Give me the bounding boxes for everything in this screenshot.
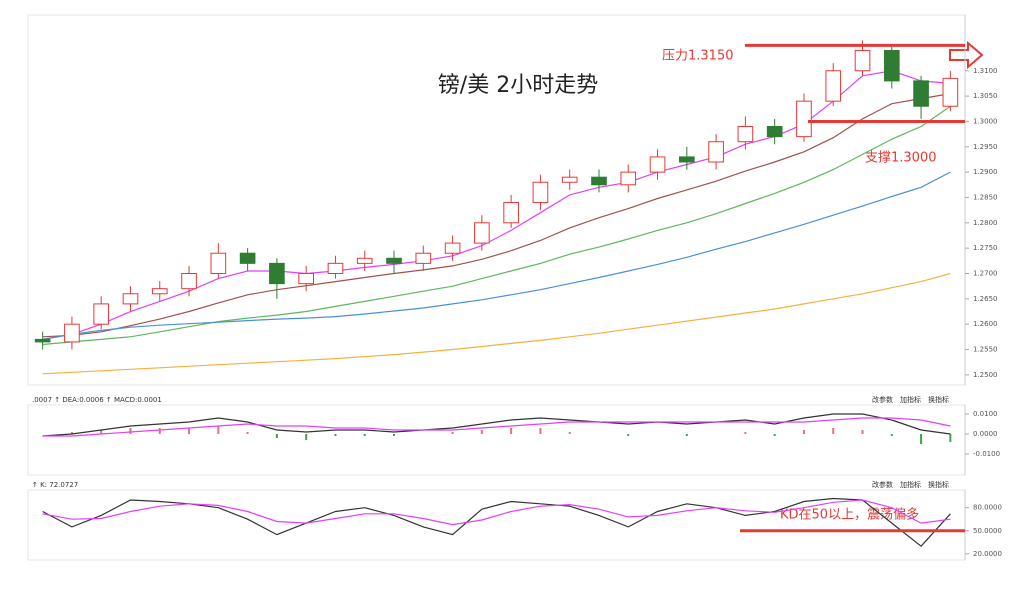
candle-body <box>532 181 549 204</box>
candle-body <box>34 338 51 343</box>
candle-body <box>474 222 490 244</box>
candle-body <box>737 126 754 143</box>
candle-body <box>503 202 519 224</box>
candle-body <box>444 242 461 254</box>
y-tick-label: 1.2800 <box>973 219 998 227</box>
y-tick-label: 1.3100 <box>973 67 998 75</box>
y-tick-label: 1.2900 <box>973 168 998 176</box>
candle-body <box>620 171 637 186</box>
candle-body <box>93 303 110 325</box>
candle-body <box>649 156 666 173</box>
indicator-line <box>42 417 951 437</box>
tool[interactable]: 换指标 <box>928 480 949 489</box>
y-tick-label: 1.3000 <box>973 117 998 125</box>
tool[interactable]: 加指标 <box>900 395 921 404</box>
annotation: 压力1.3150 <box>662 49 734 64</box>
candle-body <box>327 262 344 274</box>
arrow-icon <box>949 40 984 70</box>
indicator-line <box>42 171 951 340</box>
candle-body <box>825 70 842 102</box>
y-tick-label: 1.2950 <box>973 143 998 151</box>
tool[interactable]: 加指标 <box>900 480 921 489</box>
candle-body <box>151 288 168 295</box>
candle-body <box>269 262 285 285</box>
indicator-header: ↑ K: 72.0727 <box>32 481 78 489</box>
indicator-line <box>42 105 951 346</box>
candle-body <box>386 257 402 264</box>
candle-body <box>415 252 432 264</box>
candle-body <box>679 156 695 163</box>
y-tick-label: 1.2500 <box>973 371 998 379</box>
y-tick-label: 0.0000 <box>973 430 998 438</box>
candle-body <box>561 176 578 183</box>
panel-frame <box>27 489 966 561</box>
y-tick-label: 1.2700 <box>973 269 998 277</box>
candle-body <box>766 126 783 138</box>
candle-body <box>883 49 900 82</box>
y-tick-label: -0.0100 <box>973 450 1000 458</box>
tool[interactable]: 改参数 <box>872 395 893 404</box>
indicator-header: .0007 ↑ DEA:0.0006 ↑ MACD:0.0001 <box>32 396 162 404</box>
candle-body <box>356 257 373 264</box>
panel-frame <box>27 14 966 386</box>
y-tick-label: 1.3050 <box>973 92 998 100</box>
y-tick-label: 1.2750 <box>973 244 998 252</box>
indicator-line <box>42 499 951 526</box>
candle-body <box>181 272 197 290</box>
indicator-line <box>42 93 951 338</box>
candle-body <box>913 80 929 107</box>
candle-body <box>942 77 959 107</box>
indicator-line <box>42 413 951 437</box>
tool[interactable]: 换指标 <box>928 395 949 404</box>
annotation: 支撑1.3000 <box>865 151 937 166</box>
candle-body <box>239 252 256 264</box>
y-tick-label: 0.0100 <box>973 410 998 418</box>
candle-body <box>591 176 607 186</box>
candle-body <box>210 252 227 274</box>
candle-body <box>796 100 812 138</box>
y-tick-label: 20.0000 <box>973 550 1002 558</box>
candle-body <box>122 293 139 305</box>
y-tick-label: 1.2550 <box>973 346 998 354</box>
y-tick-label: 1.2600 <box>973 320 998 328</box>
y-tick-label: 80.0000 <box>973 504 1002 512</box>
indicator-line <box>42 272 951 375</box>
candle-body <box>708 141 724 163</box>
y-tick-label: 1.2650 <box>973 295 998 303</box>
candle-body <box>298 272 314 285</box>
annotation: KD在50以上，震荡偏多 <box>780 507 919 523</box>
chart-title: 镑/美 2小时走势 <box>438 73 598 98</box>
candle-body <box>854 49 871 72</box>
y-tick-label: 1.2850 <box>973 193 998 201</box>
y-tick-label: 50.0000 <box>973 527 1002 535</box>
candle-body <box>64 323 80 343</box>
indicator-line <box>42 70 951 340</box>
tool[interactable]: 改参数 <box>872 480 893 489</box>
